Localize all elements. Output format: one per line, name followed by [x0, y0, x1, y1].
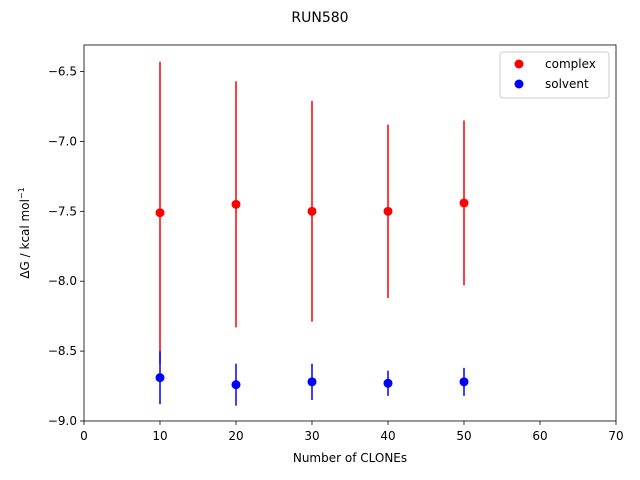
y-tick-label: −6.5 — [48, 65, 77, 79]
chart-title: RUN580 — [291, 10, 348, 26]
plot-frame — [83, 44, 617, 422]
y-axis-label-text: ΔG / kcal mol — [18, 199, 32, 279]
point — [231, 380, 241, 390]
legend-label: solvent — [545, 77, 589, 91]
point — [155, 208, 165, 218]
point — [155, 373, 165, 383]
x-tick-label: 10 — [152, 429, 167, 443]
legend-label: complex — [545, 57, 596, 71]
legend-box — [499, 51, 610, 99]
x-tick-label: 30 — [304, 429, 319, 443]
x-tick-label: 60 — [532, 429, 547, 443]
y-axis-label: ΔG / kcal mol−1 — [17, 187, 32, 278]
x-tick-label: 40 — [380, 429, 395, 443]
point — [383, 378, 393, 388]
x-tick-label: 20 — [228, 429, 243, 443]
point — [383, 206, 393, 216]
point — [307, 377, 317, 387]
x-tick-label: 0 — [80, 429, 88, 443]
y-tick-label: −9.0 — [48, 414, 77, 428]
point — [231, 199, 241, 209]
legend-marker — [514, 79, 524, 89]
legend-marker — [514, 59, 524, 69]
y-tick-label: −7.5 — [48, 204, 77, 218]
point — [459, 198, 469, 208]
y-tick-label: −8.5 — [48, 344, 77, 358]
x-tick-label: 50 — [456, 429, 471, 443]
x-tick-label: 70 — [608, 429, 623, 443]
y-tick-label: −8.0 — [48, 274, 77, 288]
point — [307, 206, 317, 216]
y-axis-label-superscript: −1 — [17, 187, 26, 199]
x-axis-label: Number of CLONEs — [293, 451, 407, 465]
y-tick-label: −7.0 — [48, 134, 77, 148]
point — [459, 377, 469, 387]
